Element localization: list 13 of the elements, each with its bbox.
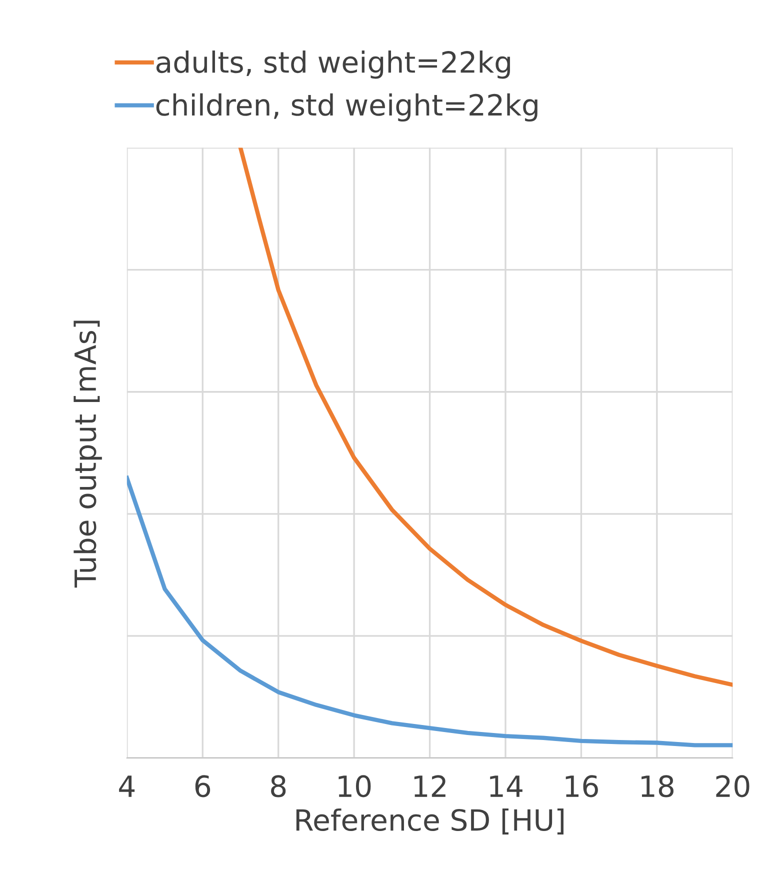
x-axis-title: Reference SD [HU] <box>296 808 564 834</box>
x-tick-label: 18 <box>642 775 674 798</box>
legend-label: adults, std weight=22kg <box>156 50 510 79</box>
x-tick-label: 10 <box>338 775 371 798</box>
x-tick-label: 16 <box>566 775 598 798</box>
x-tick-label: 8 <box>271 775 286 798</box>
x-tick-label: 4 <box>119 776 135 797</box>
x-tick-label: 20 <box>716 775 750 798</box>
x-tick-label: 6 <box>195 775 210 798</box>
y-axis-title: Tube output [mAs] <box>74 320 102 588</box>
x-tick-label: 12 <box>414 775 446 797</box>
legend-label: children, std weight=22kg <box>156 93 538 122</box>
x-tick-label: 14 <box>490 776 522 797</box>
